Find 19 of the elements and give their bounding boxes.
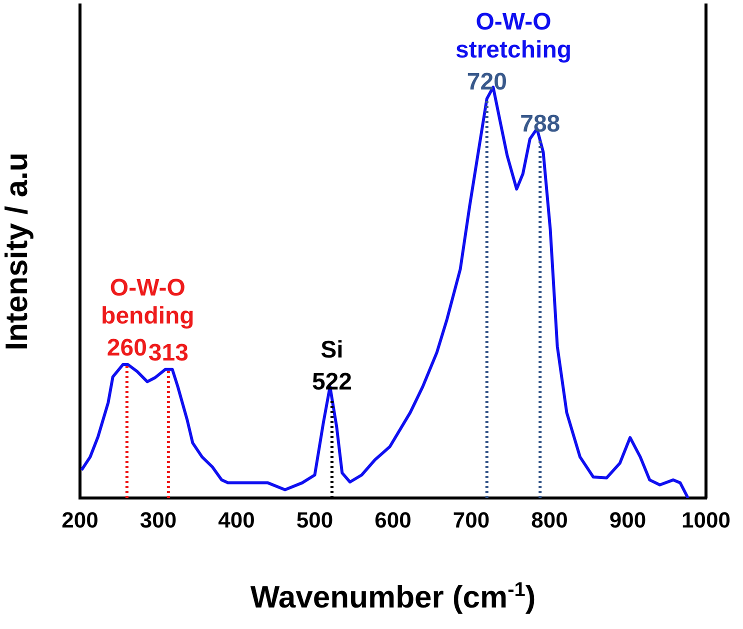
x-tick-label: 400 [218, 507, 255, 532]
x-tick-label: 500 [296, 507, 334, 532]
text: O-W-O stretching [455, 8, 572, 64]
x-tick-label: 1000 [682, 507, 730, 532]
x-tick-label: 600 [374, 507, 412, 532]
ref-line-label: 720 [466, 68, 507, 96]
y-axis-title: Intensity / a.u [0, 152, 34, 351]
annotation: O-W-O bending [101, 274, 194, 330]
x-tick-label: 900 [609, 507, 646, 532]
ref-line-label: 788 [520, 110, 560, 138]
ref-line-label: 313 [148, 339, 188, 366]
ref-line-label: 260 [106, 334, 147, 362]
x-tick-label: 800 [531, 507, 568, 532]
x-tick-label: 700 [452, 507, 490, 532]
x-tick-label: 200 [62, 507, 98, 532]
x-axis-title: Wavenumber (cm$^{-1}$) [249, 578, 537, 616]
ref-line-label: 522 [312, 368, 352, 396]
x-tick-label: 300 [140, 507, 177, 532]
annotation: Si [320, 336, 344, 364]
